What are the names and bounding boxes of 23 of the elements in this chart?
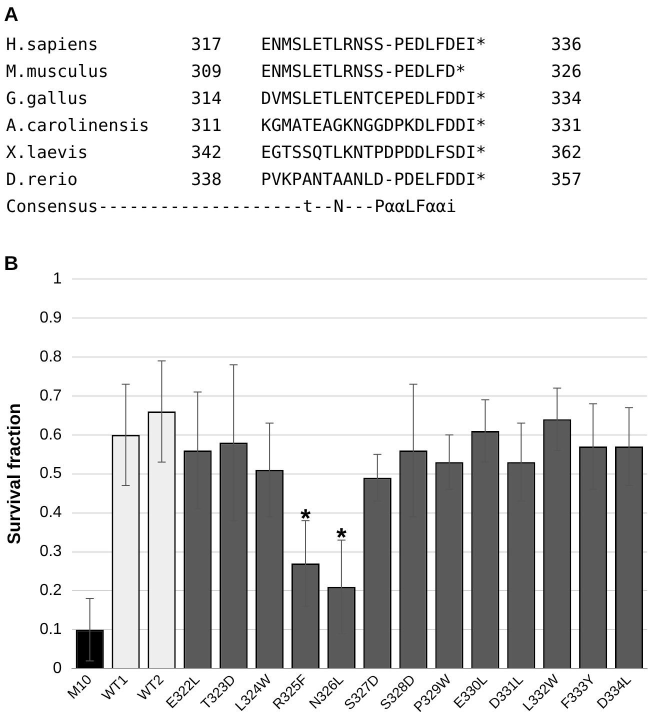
text: G.gallus 314 DVMSLETLENTCEPEDLFDDI* 334 (6, 89, 582, 109)
y-tick-label: 0.8 (40, 348, 62, 366)
y-tick-label: 0.2 (40, 582, 62, 600)
y-tick-label: 0.6 (40, 426, 62, 444)
annotation: * (300, 502, 312, 533)
y-axis-title: Survival fraction (4, 403, 24, 544)
text: Consensus--------------------t--N---PααLFααi (6, 197, 458, 217)
y-tick-label: 0 (52, 660, 62, 678)
text: A.carolinensis 311 KGMATEAGKNGGDPKDLFDDI* 331 (6, 116, 582, 136)
text: A (4, 4, 20, 27)
text: X.laevis 342 EGTSSQTLKNTPDPDDLFSDI* 362 (6, 143, 582, 163)
text: M.musculus 309 ENMSLETLRNSS-PEDLFD* 326 (6, 62, 582, 82)
annotation: * (336, 522, 348, 552)
y-tick-label: 0.1 (40, 621, 62, 638)
y-tick-label: 1 (52, 270, 62, 288)
text: H.sapiens 317 ENMSLETLRNSS-PEDLFDEI* 336 (6, 35, 582, 55)
y-tick-label: 0.5 (40, 465, 62, 482)
y-tick-label: 0.4 (40, 504, 62, 522)
text: D.rerio 338 PVKPANTAANLD-PDELFDDI* 357 (6, 170, 582, 190)
y-tick-label: 0.9 (40, 309, 62, 326)
chart-title: B (4, 253, 18, 276)
y-tick-label: 0.7 (40, 387, 62, 404)
y-tick-label: 0.3 (40, 543, 62, 560)
